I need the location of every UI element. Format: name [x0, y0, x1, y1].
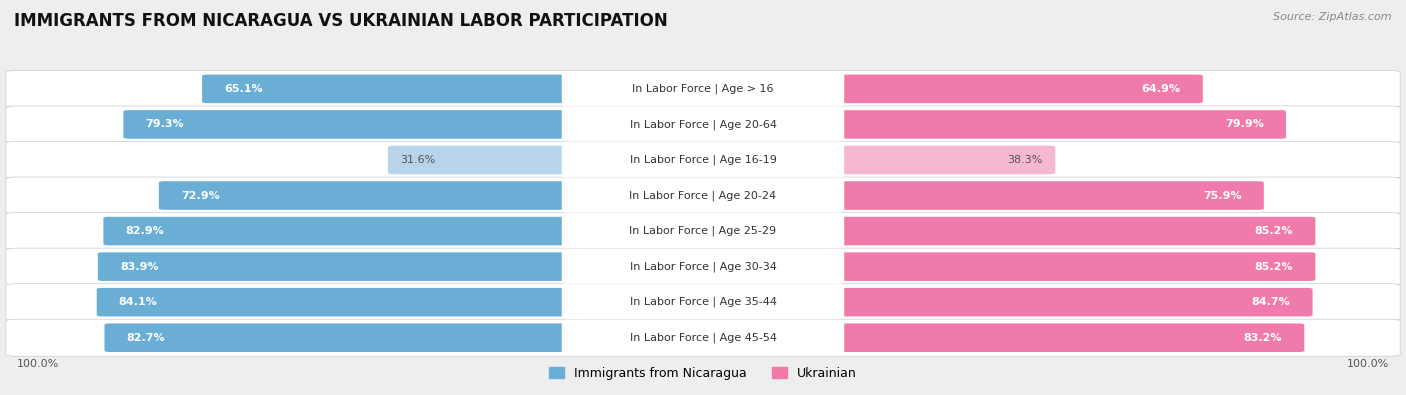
FancyBboxPatch shape [832, 181, 1264, 210]
FancyBboxPatch shape [562, 214, 844, 248]
FancyBboxPatch shape [202, 75, 574, 103]
Text: In Labor Force | Age 45-54: In Labor Force | Age 45-54 [630, 333, 776, 343]
FancyBboxPatch shape [562, 321, 844, 355]
FancyBboxPatch shape [562, 72, 844, 106]
Text: 85.2%: 85.2% [1254, 261, 1294, 272]
FancyBboxPatch shape [562, 143, 844, 177]
Text: IMMIGRANTS FROM NICARAGUA VS UKRAINIAN LABOR PARTICIPATION: IMMIGRANTS FROM NICARAGUA VS UKRAINIAN L… [14, 12, 668, 30]
FancyBboxPatch shape [832, 75, 1202, 103]
Text: 83.9%: 83.9% [120, 261, 159, 272]
Text: In Labor Force | Age > 16: In Labor Force | Age > 16 [633, 84, 773, 94]
FancyBboxPatch shape [6, 177, 1400, 214]
FancyBboxPatch shape [104, 324, 574, 352]
FancyBboxPatch shape [832, 146, 1056, 174]
FancyBboxPatch shape [562, 107, 844, 141]
FancyBboxPatch shape [124, 110, 574, 139]
FancyBboxPatch shape [562, 285, 844, 319]
Text: In Labor Force | Age 35-44: In Labor Force | Age 35-44 [630, 297, 776, 307]
FancyBboxPatch shape [6, 213, 1400, 250]
Text: 83.2%: 83.2% [1244, 333, 1282, 343]
FancyBboxPatch shape [97, 288, 574, 316]
FancyBboxPatch shape [104, 217, 574, 245]
Text: 82.7%: 82.7% [127, 333, 165, 343]
FancyBboxPatch shape [562, 179, 844, 213]
Text: 75.9%: 75.9% [1204, 190, 1241, 201]
FancyBboxPatch shape [6, 70, 1400, 107]
FancyBboxPatch shape [6, 248, 1400, 285]
FancyBboxPatch shape [6, 106, 1400, 143]
Text: 82.9%: 82.9% [125, 226, 165, 236]
FancyBboxPatch shape [6, 319, 1400, 356]
FancyBboxPatch shape [832, 324, 1305, 352]
Text: 84.1%: 84.1% [118, 297, 157, 307]
FancyBboxPatch shape [388, 146, 574, 174]
Text: Source: ZipAtlas.com: Source: ZipAtlas.com [1274, 12, 1392, 22]
Text: In Labor Force | Age 16-19: In Labor Force | Age 16-19 [630, 155, 776, 165]
Text: 79.9%: 79.9% [1225, 119, 1264, 130]
Text: 72.9%: 72.9% [181, 190, 219, 201]
FancyBboxPatch shape [562, 250, 844, 284]
Text: 64.9%: 64.9% [1142, 84, 1181, 94]
FancyBboxPatch shape [98, 252, 574, 281]
Text: In Labor Force | Age 20-24: In Labor Force | Age 20-24 [630, 190, 776, 201]
FancyBboxPatch shape [832, 252, 1316, 281]
FancyBboxPatch shape [159, 181, 574, 210]
Text: In Labor Force | Age 20-64: In Labor Force | Age 20-64 [630, 119, 776, 130]
Text: 31.6%: 31.6% [401, 155, 436, 165]
Text: 100.0%: 100.0% [17, 359, 59, 369]
Text: In Labor Force | Age 25-29: In Labor Force | Age 25-29 [630, 226, 776, 236]
Text: 65.1%: 65.1% [224, 84, 263, 94]
FancyBboxPatch shape [6, 284, 1400, 321]
FancyBboxPatch shape [832, 217, 1316, 245]
FancyBboxPatch shape [832, 110, 1286, 139]
Text: 85.2%: 85.2% [1254, 226, 1294, 236]
Text: 79.3%: 79.3% [145, 119, 184, 130]
FancyBboxPatch shape [6, 141, 1400, 179]
FancyBboxPatch shape [832, 288, 1313, 316]
Text: In Labor Force | Age 30-34: In Labor Force | Age 30-34 [630, 261, 776, 272]
Text: 84.7%: 84.7% [1251, 297, 1291, 307]
Text: 38.3%: 38.3% [1008, 155, 1043, 165]
Text: 100.0%: 100.0% [1347, 359, 1389, 369]
Legend: Immigrants from Nicaragua, Ukrainian: Immigrants from Nicaragua, Ukrainian [544, 362, 862, 385]
